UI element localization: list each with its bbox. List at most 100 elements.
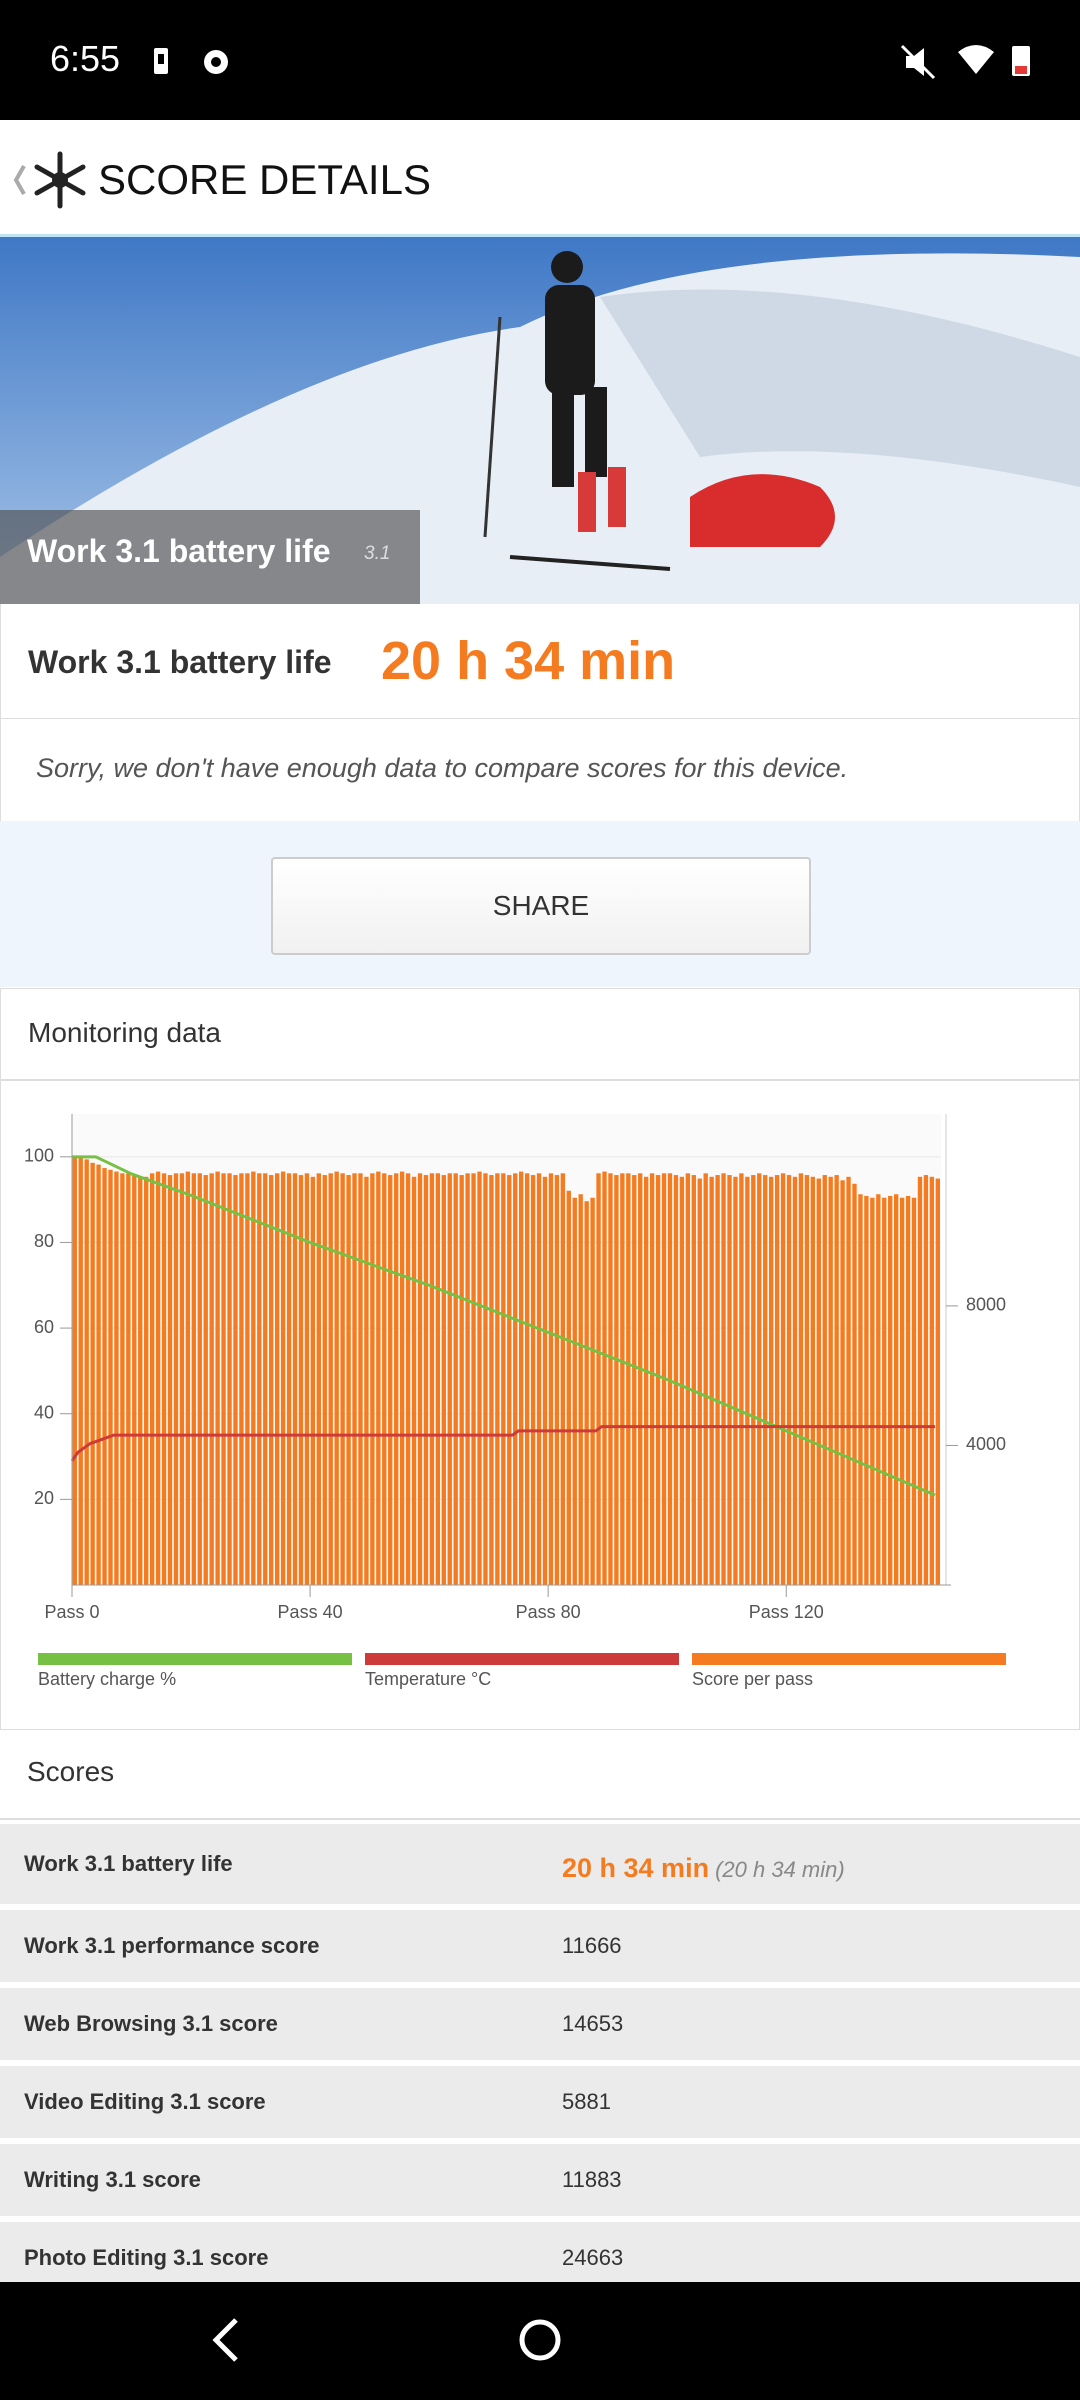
bar [328,1173,333,1585]
bar [566,1190,571,1585]
bar [673,1175,679,1585]
bar [882,1197,887,1585]
y2-tick-label: 4000 [966,1434,1006,1454]
bar [191,1173,196,1585]
bar [411,1176,417,1585]
bar [352,1173,357,1585]
bar [483,1173,488,1585]
bar [697,1178,702,1585]
bar [435,1173,441,1585]
bar [590,1197,595,1585]
result-row: Work 3.1 battery life 20 h 34 min [0,604,1080,719]
bar [215,1171,220,1585]
bar [864,1195,869,1585]
back-button[interactable] [212,2318,238,2362]
bar [108,1169,113,1585]
bar [524,1173,530,1585]
bar [405,1173,411,1585]
bar [102,1168,107,1585]
bar [649,1173,655,1585]
bar [703,1173,708,1585]
bar [899,1197,905,1585]
score-value: 20 h 34 min [562,1853,710,1883]
scores-title: Scores [27,1756,115,1787]
x-tick-label: Pass 40 [278,1602,343,1622]
bar [316,1173,321,1585]
bar [745,1176,750,1585]
score-row: Writing 3.1 score 11883 [0,2144,1080,2216]
bar [340,1173,345,1585]
line [70,1425,936,1462]
bar [274,1173,280,1585]
bar [358,1173,363,1585]
bar [155,1171,161,1585]
score-value: 24663 [562,2245,624,2270]
bar [221,1173,226,1585]
bar [197,1173,202,1585]
bar [263,1173,268,1585]
bar [84,1159,89,1585]
bar [209,1173,214,1585]
bar [167,1175,173,1585]
y-tick-label: 80 [34,1231,54,1251]
x-tick-label: Pass 80 [516,1602,581,1622]
bar [120,1173,125,1585]
legend-label: Score per pass [692,1669,813,1689]
bar [304,1173,310,1585]
status-bar: 6:55 [0,0,1080,120]
result-value: 20 h 34 min [381,631,676,691]
y-tick-label: 100 [24,1146,54,1166]
result-label: Work 3.1 battery life [28,644,332,680]
y2-tick-label: 8000 [966,1295,1006,1315]
bar [132,1175,137,1585]
score-value: 11666 [562,1933,622,1958]
bar [78,1157,83,1585]
bar [691,1175,696,1585]
bar [554,1175,560,1585]
score-value: 14653 [562,2011,624,2036]
score-row: Web Browsing 3.1 score 14653 [0,1988,1080,2060]
bar [382,1173,387,1585]
bar [816,1178,821,1585]
bar [292,1173,298,1585]
bar [578,1194,583,1585]
bar [227,1173,232,1585]
bar [489,1175,494,1585]
monitoring-title: Monitoring data [28,1017,222,1048]
bar [751,1175,756,1585]
bar [501,1173,506,1585]
bar [774,1175,780,1585]
bar [399,1171,405,1585]
hero-version: 3.1 [364,543,391,564]
bar [560,1173,566,1585]
bar [739,1173,744,1585]
bar [519,1171,524,1585]
bar [834,1175,839,1585]
score-row: Work 3.1 performance score 11666 [0,1910,1080,1982]
bar [614,1175,619,1585]
bar [911,1197,917,1585]
bar [149,1173,155,1585]
bar [620,1173,625,1585]
score-label: Work 3.1 performance score [24,1933,320,1958]
bar [727,1175,732,1585]
bar [96,1164,101,1585]
score-label: Web Browsing 3.1 score [24,2011,278,2036]
bar [90,1162,95,1585]
bar [798,1173,804,1585]
back-snowflake-icon[interactable] [6,150,96,210]
bar [876,1194,881,1585]
bar [780,1173,786,1585]
bar [858,1194,863,1585]
bar [655,1175,661,1585]
legend-swatch [692,1653,1006,1665]
share-button[interactable]: SHARE [271,857,811,955]
bar [584,1201,589,1585]
bar [530,1175,536,1585]
home-button[interactable] [519,2319,561,2361]
bar [733,1176,738,1585]
bar [542,1176,548,1585]
bar [685,1173,691,1585]
bar [596,1173,601,1585]
bar [144,1176,149,1585]
